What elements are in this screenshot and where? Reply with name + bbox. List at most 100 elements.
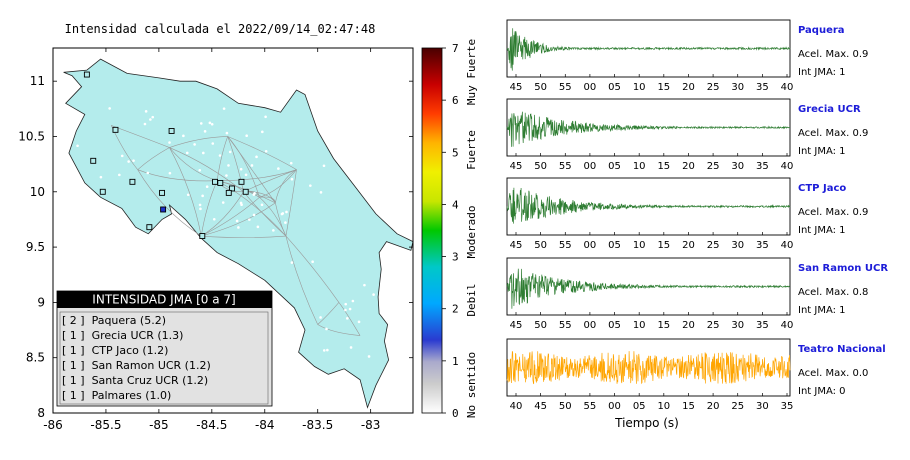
legend-title: INTENSIDAD JMA [0 a 7] — [92, 293, 235, 307]
road-line — [317, 324, 361, 336]
road-line — [169, 136, 228, 148]
town-dot — [319, 191, 323, 194]
map-ytick-label: 9.5 — [26, 240, 45, 254]
waveform-tick-label: 20 — [682, 161, 695, 172]
colorbar-label-muy-fuerte: Muy Fuerte — [465, 39, 478, 105]
station-accel: Acel. Max. 0.0 — [798, 368, 868, 379]
station-marker — [99, 188, 106, 195]
legend-item: [ 1 ] San Ramon UCR (1.2) — [62, 359, 211, 372]
map-xtick-label: -85.5 — [90, 418, 121, 432]
map-ytick-label: 8.5 — [26, 351, 45, 365]
map-title: Intensidad calculada el 2022/09/14_02:47… — [64, 22, 376, 36]
road-line — [338, 302, 361, 336]
station-marker — [160, 206, 167, 213]
station-jma: Int JMA: 0 — [798, 386, 846, 397]
waveform-panel: 45 50 55 00 05 10 15 20 25 30 35 40 Grecia UCR Acel. … — [506, 98, 868, 172]
station-marker — [238, 178, 245, 185]
town-dot — [198, 203, 202, 207]
map-ytick-label: 11 — [30, 74, 45, 88]
legend-item: [ 2 ] Paquera (5.2) — [62, 314, 166, 327]
town-dot — [185, 151, 189, 155]
town-dot — [237, 226, 240, 229]
town-dot — [272, 229, 275, 232]
colorbar-tick-label: 5 — [452, 146, 459, 159]
town-dot — [248, 218, 251, 221]
town-dot — [311, 260, 314, 264]
town-dot — [348, 307, 352, 311]
map-xtick-label: -83 — [361, 418, 381, 432]
waveform-xlabel: Tiempo (s) — [614, 416, 679, 430]
map-ytick-label: 8 — [37, 406, 45, 420]
waveform-tick-label: 15 — [657, 240, 670, 251]
town-dot — [182, 134, 185, 138]
legend-item: [ 1 ] Santa Cruz UCR (1.2) — [62, 374, 208, 387]
waveform-tick-label: 25 — [707, 240, 720, 251]
waveform-tick-label: 05 — [608, 320, 621, 331]
station-name: Grecia UCR — [798, 104, 861, 115]
town-dot — [235, 219, 239, 223]
town-dot — [199, 207, 202, 211]
town-dot — [228, 150, 232, 154]
town-dot — [177, 224, 181, 228]
map-axes: -86 -85.5 -85 -84.5 -84 -83.5 -83 11 10.5 10 9.5 9 8… — [18, 48, 413, 432]
waveform-tick-label: 15 — [657, 82, 670, 93]
waveform-tick-label: 45 — [510, 240, 523, 251]
road-line — [275, 202, 287, 237]
costa-rica-landmass — [63, 58, 414, 409]
station-accel: Acel. Max. 0.9 — [798, 128, 868, 139]
waveform-tick-label: 30 — [756, 401, 769, 412]
town-dot — [210, 122, 214, 126]
waveform-tick-label: 50 — [534, 82, 547, 93]
town-dot — [344, 308, 347, 312]
road-line — [200, 180, 218, 237]
waveform-tick-label: 35 — [756, 240, 769, 251]
waveform-tick-label: 05 — [608, 240, 621, 251]
waveform-tick-label: 50 — [534, 161, 547, 172]
waveform-tick-label: 55 — [559, 161, 572, 172]
town-dot — [203, 130, 207, 133]
station-name: Paquera — [798, 25, 845, 36]
station-name: CTP Jaco — [798, 183, 846, 194]
road-line — [227, 136, 297, 170]
colorbar-tick-label: 3 — [452, 251, 459, 264]
station-marker — [112, 126, 119, 133]
town-dot — [372, 293, 375, 296]
colorbar-label-no-sentido: No sentido — [465, 352, 478, 418]
town-dot — [244, 173, 248, 177]
waveform-tick-label: 20 — [707, 401, 720, 412]
map-xtick-label: -85 — [149, 418, 169, 432]
town-dot — [172, 242, 175, 246]
waveform-tick-label: 35 — [756, 320, 769, 331]
waveform-tick-label: 15 — [657, 161, 670, 172]
waveform-tick-label: 45 — [510, 82, 523, 93]
town-dot — [198, 169, 202, 172]
station-marker — [217, 179, 224, 186]
station-marker — [242, 188, 249, 195]
town-dot — [322, 349, 326, 352]
waveform-tick-label: 00 — [584, 161, 597, 172]
map-ytick-label: 9 — [37, 295, 45, 309]
town-dot — [264, 115, 267, 119]
town-dot — [239, 167, 243, 171]
waveform-tick-label: 05 — [608, 82, 621, 93]
waveform-tick-label: 40 — [510, 401, 523, 412]
waveform-tick-label: 35 — [781, 401, 794, 412]
town-dot — [245, 134, 248, 138]
town-dot — [346, 317, 349, 320]
town-dot — [208, 121, 212, 125]
town-dot — [151, 115, 155, 119]
town-dot — [205, 185, 209, 189]
town-dot — [290, 261, 294, 264]
town-dot — [278, 346, 282, 350]
station-name: Teatro Nacional — [798, 344, 886, 355]
station-marker — [83, 71, 90, 78]
town-dot — [255, 155, 258, 159]
town-dot — [186, 193, 190, 197]
waveform-panel: 40 45 50 55 00 05 10 15 20 25 30 35 Teatro Nacional A… — [506, 338, 886, 412]
road-line — [317, 302, 340, 325]
station-marker — [90, 157, 97, 164]
road-line — [285, 235, 340, 303]
waveform-tick-label: 55 — [559, 240, 572, 251]
station-jma: Int JMA: 1 — [798, 225, 846, 236]
town-dot — [202, 151, 205, 155]
